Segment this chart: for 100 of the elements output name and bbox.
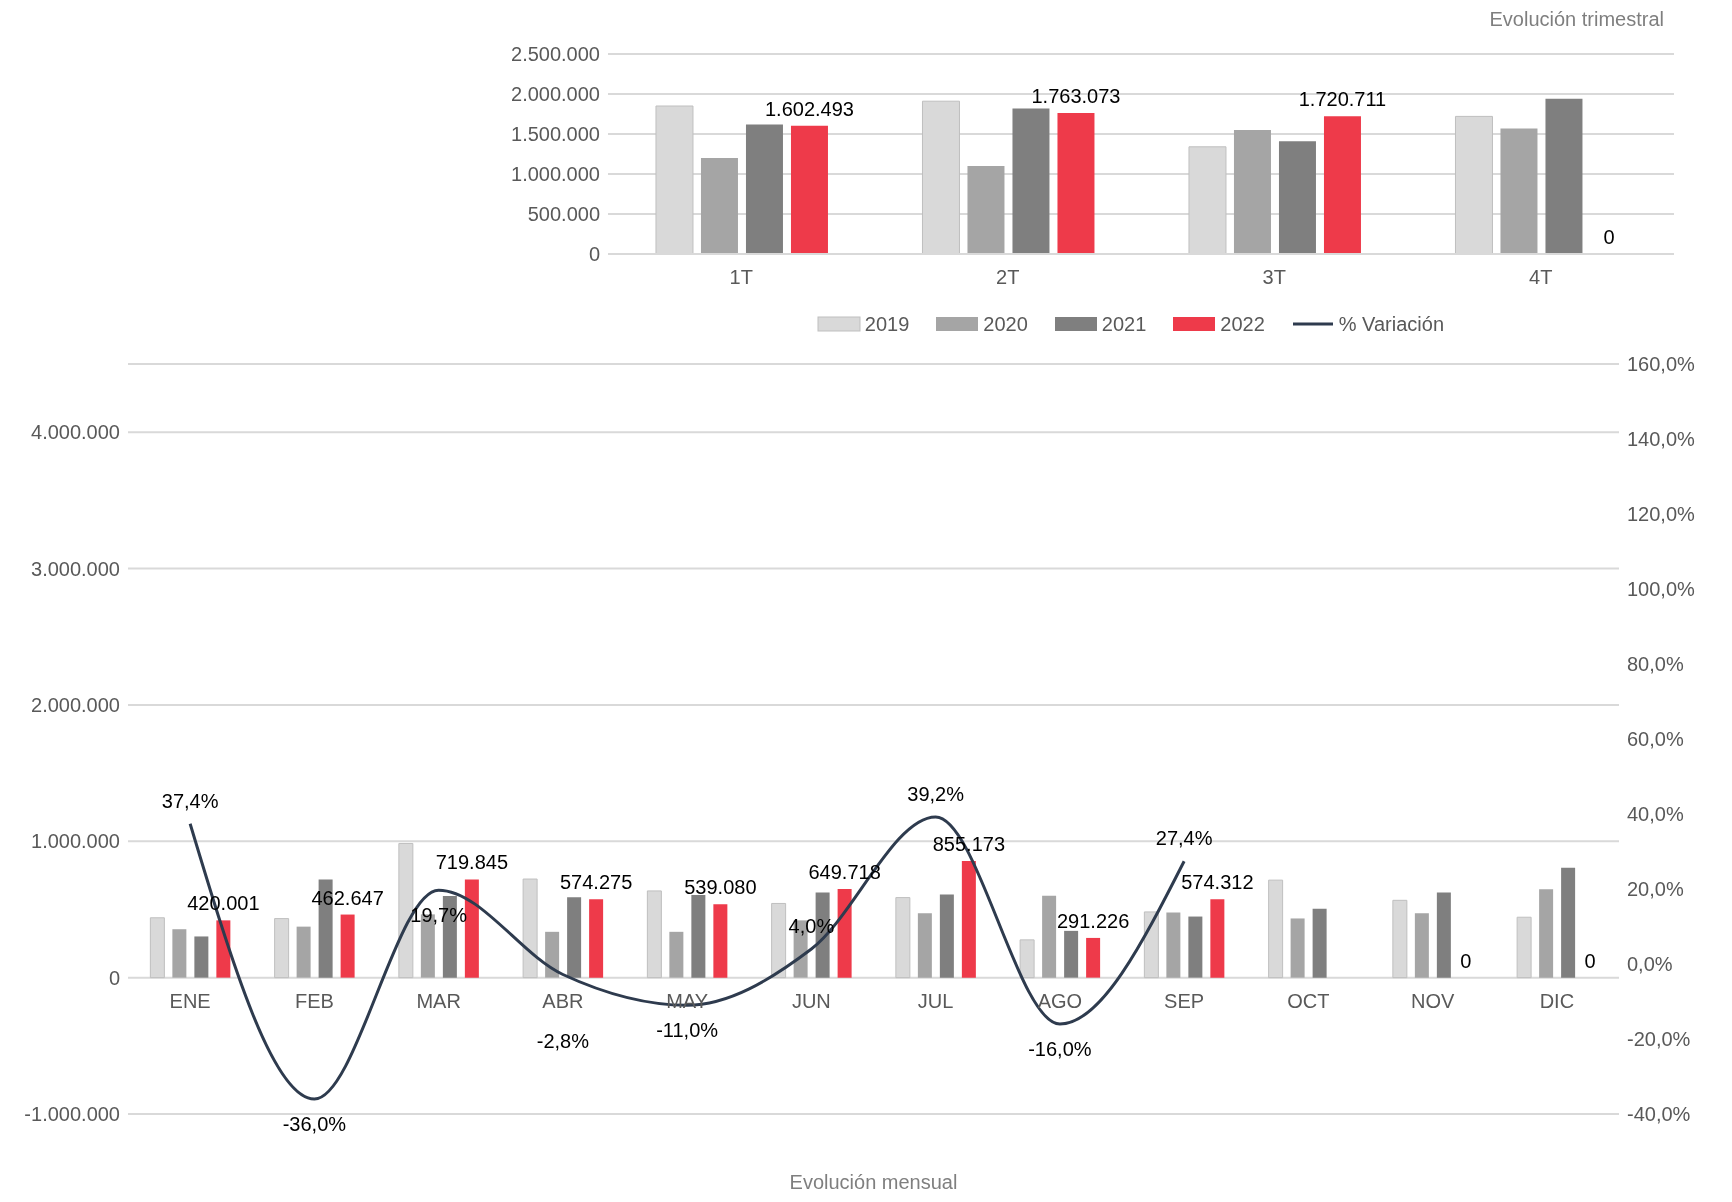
y2-tick-label: 20,0%: [1627, 878, 1684, 901]
bar: [961, 861, 976, 978]
bar: [1012, 108, 1050, 254]
data-label: 1.602.493: [764, 97, 854, 120]
bar: [967, 166, 1005, 254]
legend-label: 2019: [864, 312, 910, 336]
bar: [745, 124, 783, 254]
bar: [1233, 130, 1271, 254]
y2-tick-label: 60,0%: [1627, 728, 1684, 751]
data-label: -11,0%: [656, 1019, 719, 1042]
data-label: 719.845: [435, 851, 509, 874]
bar: [691, 895, 706, 978]
y-tick-label: 0: [108, 966, 120, 989]
data-label: 574.275: [559, 871, 633, 894]
bar: [194, 936, 209, 978]
y-tick-label: 3.000.000: [31, 557, 120, 580]
chart-title: Evolución trimestral: [1488, 8, 1665, 32]
y-tick-label: 2.000.000: [511, 83, 600, 106]
data-label: 574.312: [1181, 871, 1254, 894]
bar: [1414, 913, 1429, 978]
data-label: -16,0%: [1028, 1038, 1092, 1060]
data-label: 291.226: [1056, 909, 1130, 932]
bar: [1545, 98, 1583, 254]
bar: [713, 904, 728, 978]
x-tick-label: NOV: [1410, 989, 1455, 1012]
data-label: 1.763.073: [1031, 84, 1121, 107]
x-tick-label: OCT: [1287, 989, 1330, 1012]
y2-tick-label: 120,0%: [1627, 503, 1696, 526]
data-label: 462.647: [311, 886, 384, 909]
bar: [1500, 128, 1538, 254]
legend-label: 2020: [983, 312, 1028, 336]
y2-tick-label: 40,0%: [1627, 803, 1684, 826]
x-tick-label: 3T: [1262, 266, 1286, 288]
y-tick-label: 1.000.000: [511, 163, 600, 186]
y2-tick-label: -40,0%: [1627, 1103, 1691, 1126]
x-tick-label: 1T: [729, 266, 753, 288]
y-tick-label: 500.000: [527, 203, 600, 226]
y2-tick-label: 100,0%: [1627, 578, 1696, 601]
bar: [1042, 895, 1057, 978]
legend-label: 2022: [1220, 312, 1265, 336]
y-tick-label: 1.500.000: [511, 123, 600, 146]
y2-tick-label: 0,0%: [1627, 953, 1673, 976]
x-tick-label: JUN: [791, 989, 831, 1012]
data-label: 539.080: [684, 876, 757, 899]
bar: [790, 125, 828, 254]
data-label: 27,4%: [1155, 827, 1213, 850]
x-tick-label: DIC: [1539, 989, 1575, 1012]
x-tick-label: 2T: [996, 266, 1020, 288]
data-label: 1.720.711: [1298, 88, 1387, 111]
y2-tick-label: -20,0%: [1627, 1028, 1691, 1051]
data-label: 37,4%: [161, 789, 219, 812]
data-label: -36,0%: [282, 1113, 347, 1135]
bar: [1323, 116, 1361, 254]
legend-label: 2021: [1101, 312, 1147, 336]
y-tick-label: -1.000.000: [24, 1103, 120, 1126]
bar: [669, 931, 684, 978]
bar: [1278, 141, 1316, 254]
bar: [1312, 908, 1327, 978]
y-tick-label: 0: [588, 243, 600, 266]
data-label: 4,0%: [788, 915, 835, 937]
bar: [700, 158, 738, 254]
bar: [589, 899, 604, 978]
y2-tick-label: 160,0%: [1627, 353, 1696, 376]
legend-label: % Variación: [1338, 312, 1444, 336]
x-tick-label: SEP: [1164, 989, 1205, 1012]
x-axis-title: Evolución mensual: [789, 1171, 958, 1193]
data-label: 0: [1603, 225, 1615, 248]
data-label: 0: [1460, 949, 1472, 972]
bar: [296, 926, 311, 978]
bar: [837, 889, 852, 978]
x-tick-label: ENE: [169, 989, 211, 1012]
data-label: 0: [1584, 949, 1596, 972]
bar: [939, 894, 954, 978]
bar: [1436, 892, 1451, 978]
y2-tick-label: 140,0%: [1627, 428, 1696, 451]
x-tick-label: ABR: [542, 989, 584, 1012]
x-tick-label: MAR: [416, 989, 461, 1012]
data-label: 39,2%: [907, 783, 965, 805]
y-tick-label: 1.000.000: [31, 830, 120, 853]
bar: [1188, 916, 1203, 978]
bar: [917, 913, 932, 978]
x-tick-label: JUL: [917, 989, 954, 1012]
y2-tick-label: 80,0%: [1627, 653, 1684, 676]
bar: [1210, 899, 1225, 978]
y-tick-label: 2.000.000: [31, 694, 120, 717]
bar: [1166, 912, 1181, 978]
x-tick-label: FEB: [294, 989, 334, 1012]
y-tick-label: 2.500.000: [511, 43, 600, 66]
bar: [545, 931, 560, 978]
bar: [1057, 112, 1095, 254]
bar: [340, 914, 355, 978]
x-tick-label: 4T: [1529, 266, 1553, 288]
bar: [567, 897, 582, 978]
bar: [1290, 918, 1305, 978]
bar: [172, 929, 187, 978]
bar: [1064, 930, 1079, 978]
data-label: -2,8%: [536, 1029, 590, 1052]
bar: [1539, 889, 1554, 978]
x-tick-label: AGO: [1037, 989, 1083, 1012]
bar: [1086, 937, 1101, 978]
